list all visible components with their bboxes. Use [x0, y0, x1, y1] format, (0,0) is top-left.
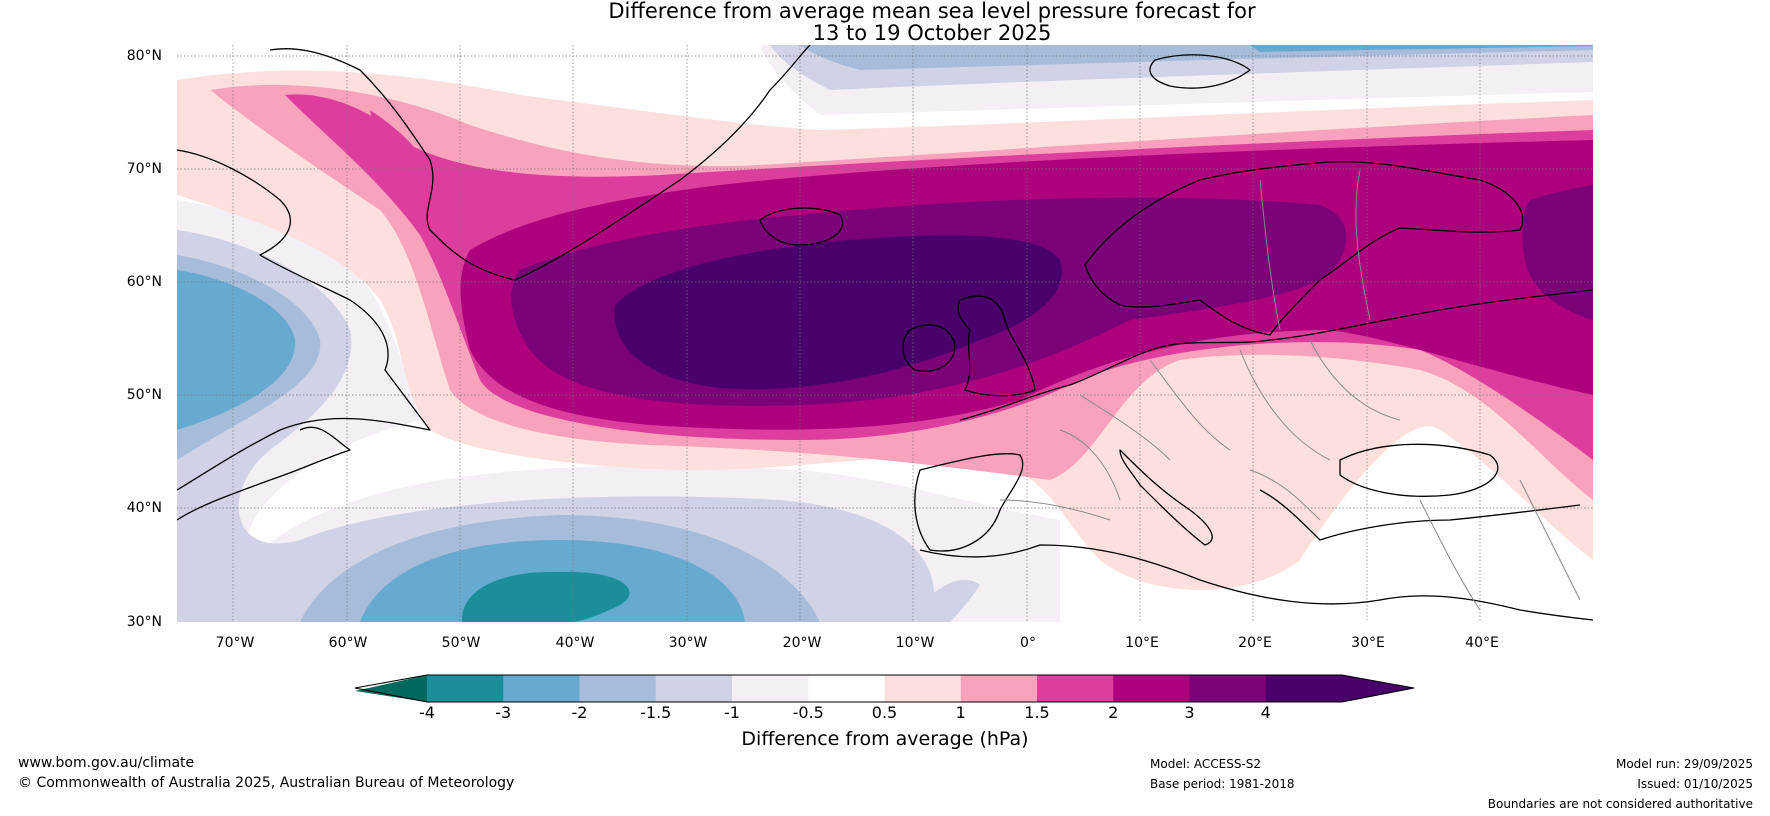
- colorbar-tick-label: -1: [724, 703, 740, 722]
- lon-label-40w: 40°W: [555, 635, 595, 651]
- country-borders: [999, 169, 1581, 611]
- colorbar-segment: [1189, 675, 1267, 702]
- contour-negative-west-5: [461, 571, 630, 622]
- footer-model-run: Model run: 29/09/2025: [1615, 757, 1753, 771]
- coastline-ireland: [902, 324, 956, 372]
- contour-negative-west-3: [177, 255, 820, 622]
- lat-label-50n: 50°N: [126, 387, 162, 403]
- coastline-nova-scotia: [177, 426, 351, 521]
- colorbar-segment: [960, 675, 1038, 702]
- coastline-iberia: [914, 453, 1024, 552]
- lon-label-60w: 60°W: [328, 635, 368, 651]
- colorbar-segment: [503, 675, 580, 702]
- coastline-iceland: [759, 207, 844, 246]
- colorbar-segment: [579, 675, 657, 702]
- colorbar-extend-under: [355, 675, 427, 702]
- coastline-greece-turkey: [1259, 489, 1581, 541]
- colorbar-tick-label: -3: [495, 703, 512, 722]
- footer-disclaimer: Boundaries are not considered authoritat…: [1487, 797, 1753, 811]
- colorbar: [354, 674, 1415, 703]
- lat-label-80n: 80°N: [126, 48, 162, 64]
- lon-label-10e: 10°E: [1125, 635, 1159, 651]
- coastline-svalbard: [1149, 54, 1251, 89]
- lon-label-30w: 30°W: [668, 635, 708, 651]
- lat-label-60n: 60°N: [126, 274, 162, 290]
- colorbar-segment: [808, 675, 885, 702]
- colorbar-tick-label: 1: [955, 703, 966, 722]
- contour-negative-east: [905, 579, 980, 622]
- coastline-continent: [959, 289, 1593, 421]
- graticule: [177, 45, 1593, 622]
- colorbar-tick-label: -0.5: [792, 703, 824, 722]
- contour-negative-west-4: [177, 270, 745, 622]
- contour-negative-west-2: [177, 230, 935, 622]
- colorbar-tick-label: -1.5: [640, 703, 672, 722]
- coastlines: [177, 45, 1593, 621]
- lon-label-10w: 10°W: [895, 635, 935, 651]
- footer-base-period: Base period: 1981-2018: [1150, 777, 1295, 791]
- colorbar-segment: [655, 675, 733, 702]
- lon-label-20e: 20°E: [1238, 635, 1272, 651]
- footer-website: www.bom.gov.au/climate: [18, 755, 195, 771]
- colorbar-tick-label: 3: [1184, 703, 1195, 722]
- map-title-line2: 13 to 19 October 2025: [812, 21, 1052, 45]
- lon-label-50w: 50°W: [441, 635, 481, 651]
- colorbar-tick-label: -2: [571, 703, 588, 722]
- contour-negative-north-3: [800, 45, 1593, 70]
- lat-label-70n: 70°N: [126, 161, 162, 177]
- colorbar-segment: [1265, 675, 1343, 702]
- contour-positive-4: [614, 235, 1062, 390]
- colorbar-tick-label: 2: [1108, 703, 1119, 722]
- coastline-greenland: [269, 45, 811, 281]
- coastline-italy: [1119, 449, 1213, 546]
- colorbar-tick-label: 0.5: [871, 703, 898, 722]
- colorbar-segment: [732, 675, 809, 702]
- footer-issued: Issued: 01/10/2025: [1637, 777, 1753, 791]
- colorbar-segment: [1113, 675, 1190, 702]
- footer-copyright: © Commonwealth of Australia 2025, Austra…: [18, 775, 515, 791]
- coastline-baffin-labrador: [177, 149, 431, 491]
- lon-label-70w: 70°W: [215, 635, 255, 651]
- lon-label-0: 0°: [1020, 635, 1036, 651]
- coastline-britain: [957, 295, 1036, 397]
- lon-label-30e: 30°E: [1351, 635, 1385, 651]
- lat-label-40n: 40°N: [126, 500, 162, 516]
- colorbar-segment: [1037, 675, 1114, 702]
- lon-label-20w: 20°W: [782, 635, 822, 651]
- border-lines: [999, 169, 1581, 611]
- lon-label-40e: 40°E: [1465, 635, 1499, 651]
- colorbar-extend-over: [1342, 675, 1414, 702]
- map-title-line1: Difference from average mean sea level p…: [608, 0, 1256, 23]
- coastline-black-sea: [1339, 443, 1499, 497]
- pressure-anomaly-field: [177, 45, 1593, 622]
- colorbar-tick-label: 4: [1260, 703, 1271, 722]
- coastline-scandinavia: [1084, 161, 1524, 336]
- lat-label-30n: 30°N: [126, 614, 162, 630]
- colorbar-label: Difference from average (hPa): [741, 728, 1029, 750]
- colorbar-segment: [884, 675, 962, 702]
- coastline-africa: [919, 544, 1593, 621]
- colorbar-tick-label: 1.5: [1024, 703, 1050, 722]
- contour-negative-north-4: [1250, 45, 1593, 52]
- footer-model: Model: ACCESS-S2: [1150, 757, 1262, 771]
- colorbar-outline: [354, 674, 1415, 703]
- colorbar-segment: [427, 675, 504, 702]
- colorbar-tick-label: -4: [419, 703, 435, 722]
